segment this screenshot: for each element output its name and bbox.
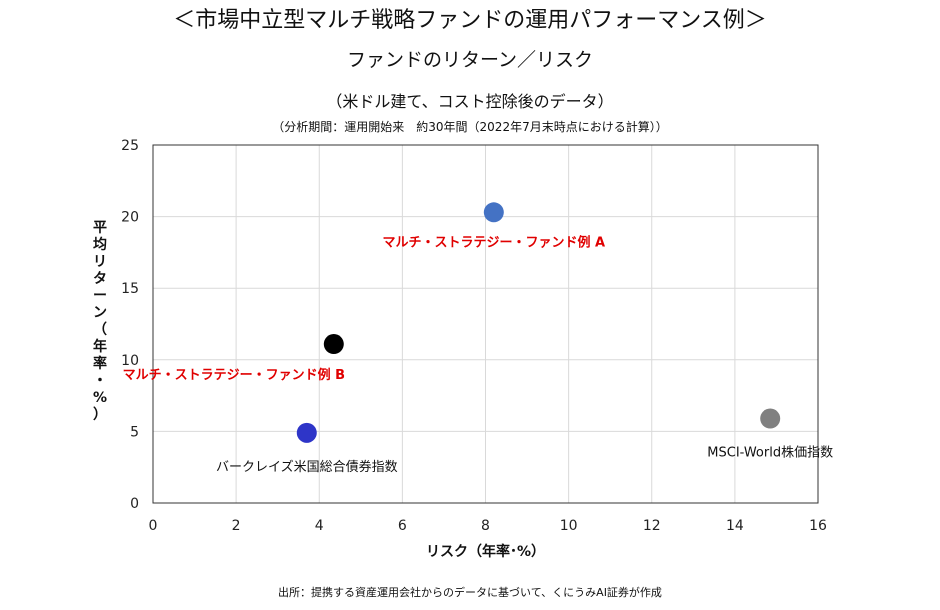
data-label: マルチ・ストラテジー・ファンド例 A: [383, 234, 606, 250]
chart-subtitle-currency: （米ドル建て、コスト控除後のデータ）: [326, 92, 614, 111]
chart-subtitle: ファンドのリターン／リスク: [346, 49, 594, 71]
x-tick-label: 8: [481, 518, 490, 534]
analysis-period-note: （分析期間：運用開始来 約30年間（2022年7月末時点における計算））: [272, 120, 668, 134]
x-tick-label: 12: [643, 518, 661, 534]
data-point: [483, 202, 504, 223]
x-tick-label: 16: [809, 518, 827, 534]
y-tick-label: 15: [121, 281, 139, 297]
y-axis-label: 平均リターン（年率・%）: [93, 220, 107, 423]
y-tick-label: 20: [121, 210, 139, 226]
data-point: [323, 334, 344, 355]
data-label: マルチ・ストラテジー・ファンド例 B: [123, 367, 345, 383]
x-tick-label: 14: [726, 518, 744, 534]
x-tick-label: 10: [560, 518, 578, 534]
data-label: MSCI-World株価指数: [707, 446, 833, 461]
source-note: 出所：提携する資産運用会社からのデータに基づいて、くにうみAI証券が作成: [278, 586, 662, 599]
axis-ticks: 0 2 4 6 8 10 12 14 16 0 5 10 15 20 25: [121, 138, 827, 534]
y-tick-label: 25: [121, 138, 139, 154]
data-point: [296, 422, 317, 443]
y-tick-label: 10: [121, 353, 139, 369]
y-tick-label: 5: [130, 424, 139, 440]
data-label: バークレイズ米国総合債券指数: [216, 459, 398, 475]
x-tick-label: 2: [232, 518, 241, 534]
chart-title: ＜市場中立型マルチ戦略ファンドの運用パフォーマンス例＞: [173, 8, 767, 33]
plot-area: [152, 144, 819, 504]
x-tick-label: 6: [398, 518, 407, 534]
x-axis-label: リスク（年率･%）: [426, 543, 545, 560]
data-points: マルチ・ストラテジー・ファンド例 A マルチ・ストラテジー・ファンド例 B バークレ…: [123, 202, 833, 475]
data-point: [760, 408, 781, 429]
y-tick-label: 0: [130, 496, 139, 512]
x-tick-label: 4: [315, 518, 324, 534]
gridlines: [153, 145, 818, 503]
x-tick-label: 0: [149, 518, 158, 534]
